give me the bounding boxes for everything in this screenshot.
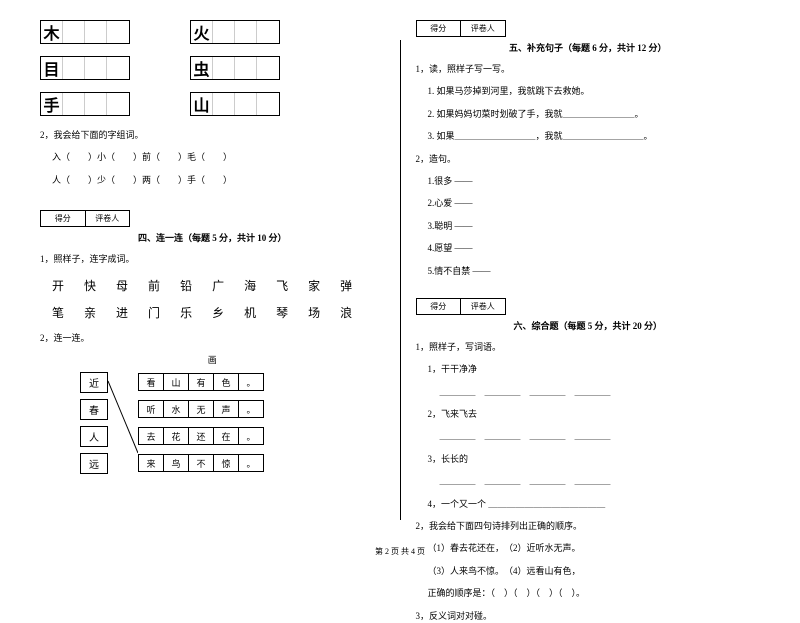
grid-char: 虫 [191,57,213,79]
grid-char: 手 [41,93,63,115]
s4-q2: 2，连一连。 [40,331,385,345]
s4-q1: 1，照样子，连字成词。 [40,252,385,266]
score-box: 得分 评卷人 [416,20,506,37]
q2-line: 人（ ）少（ ）两（ ）手（ ） [40,173,385,187]
page-container: 木 火 目 虫 手 山 2，我会给下面的字组词。 入（ ）小（ ）前（ ）毛（ … [0,0,800,540]
poem-title: 画 [40,353,385,366]
section6-title: 六、综合题（每题 5 分，共计 20 分） [416,319,761,332]
page-footer: 第 2 页 共 4 页 [0,546,800,557]
q2-intro: 2，我会给下面的字组词。 [40,128,385,142]
s6-q3: 3，反义词对对碰。 [416,609,761,623]
poem-table: 近 看山有色。 春 听水无声。 人 去花还在。 远 来鸟不惊。 [80,372,385,474]
grid-char: 目 [41,57,63,79]
score-box: 得分 评卷人 [40,210,130,227]
left-column: 木 火 目 虫 手 山 2，我会给下面的字组词。 入（ ）小（ ）前（ ）毛（ … [30,20,395,540]
q2-line: 入（ ）小（ ）前（ ）毛（ ） [40,150,385,164]
score-box: 得分 评卷人 [416,298,506,315]
right-column: 得分 评卷人 五、补充句子（每题 6 分，共计 12 分） 1，读，照样子写一写… [406,20,771,540]
s6-q1: 1，照样子，写词语。 [416,340,761,354]
section5-title: 五、补充句子（每题 6 分，共计 12 分） [416,41,761,54]
s6-q2: 2，我会给下面四句诗排列出正确的顺序。 [416,519,761,533]
char-row: 开 快 母 前 铅 广 海 飞 家 弹 [40,277,385,294]
s5-q1: 1，读，照样子写一写。 [416,62,761,76]
char-row: 笔 亲 进 门 乐 乡 机 琴 场 浪 [40,304,385,321]
grid-char: 木 [41,21,63,43]
grid-char: 山 [191,93,213,115]
grid-char: 火 [191,21,213,43]
char-grids: 木 火 目 虫 手 山 [40,20,385,116]
s5-q2: 2，造句。 [416,152,761,166]
column-divider [400,40,401,520]
section4-title: 四、连一连（每题 5 分，共计 10 分） [40,231,385,244]
